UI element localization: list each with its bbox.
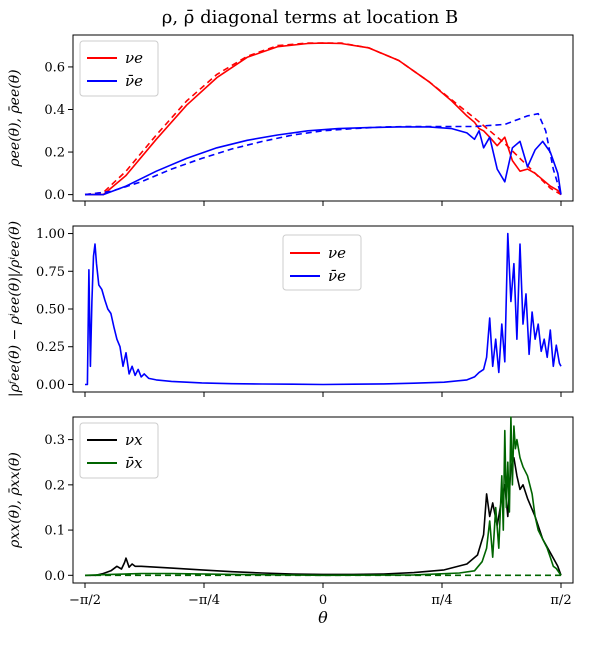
legend-box [282, 234, 362, 291]
panel-bottom-ticks: 0.0 0.1 0.2 0.3 −π/2 −π/4 0 π/4 π/2 [44, 433, 571, 608]
legend-label: νe [125, 49, 143, 67]
legend-box [79, 40, 159, 97]
panel-middle-ticks: 0.00 0.25 0.50 0.75 1.00 [36, 227, 562, 397]
panel-top-ticks: 0.0 0.2 0.4 0.6 [44, 60, 562, 206]
legend-label: νx [125, 431, 143, 449]
y-tick-label: 0.1 [44, 524, 65, 539]
x-tick-label: 0 [319, 593, 327, 608]
panel-bottom-legend: νx ν̄x [79, 422, 159, 479]
series-line-ν̄e-initial [84, 112, 562, 196]
y-tick-label: 0.0 [44, 569, 65, 584]
series-line-νe [85, 42, 562, 196]
series-line-ν̄e [85, 126, 562, 196]
y-tick-label: 0.2 [44, 478, 65, 493]
legend-label: νe [328, 244, 346, 262]
series-line-ν̄e [85, 232, 562, 386]
x-tick-label: −π/4 [188, 593, 220, 608]
y-tick-label: 0.00 [36, 378, 65, 393]
x-tick-label: −π/2 [69, 593, 101, 608]
legend-label: ν̄e [125, 72, 143, 90]
series-line-νe-initial [84, 42, 562, 196]
panel-bottom-ylabel: ρxx(θ), ρ̄xx(θ) [7, 452, 23, 549]
y-tick-label: 0.25 [36, 340, 65, 355]
x-tick-label: π/4 [431, 593, 452, 608]
y-tick-label: 0.2 [44, 146, 65, 161]
panel-middle-plot [85, 232, 562, 386]
panel-top-legend: νe ν̄e [79, 40, 159, 97]
y-tick-label: 0.0 [44, 188, 65, 203]
chart-title: ρ, ρ̄ diagonal terms at location B [162, 7, 458, 28]
y-tick-label: 0.6 [44, 60, 65, 75]
panel-middle-legend: νe ν̄e [282, 234, 362, 291]
series-line-νx [85, 456, 562, 577]
legend-label: ν̄e [328, 267, 346, 285]
y-tick-label: 0.50 [36, 303, 65, 318]
y-tick-label: 0.75 [36, 265, 65, 280]
panel-top-ylabel: ρee(θ), ρ̄ee(θ) [7, 69, 23, 167]
y-tick-label: 1.00 [36, 227, 65, 242]
y-tick-label: 0.4 [44, 103, 65, 118]
y-tick-label: 0.3 [44, 433, 65, 448]
panel-top-plot [84, 42, 562, 196]
x-axis-label: θ [318, 608, 328, 627]
legend-box [79, 422, 159, 479]
legend-label: ν̄x [125, 454, 143, 472]
series-line-ν̄x [84, 416, 562, 577]
panel-middle-ylabel: |ρᶠee(θ) − ρⁱee(θ)|/ρⁱee(θ) [7, 221, 23, 397]
x-tick-label: π/2 [550, 593, 571, 608]
panel-bottom-plot [84, 416, 562, 577]
